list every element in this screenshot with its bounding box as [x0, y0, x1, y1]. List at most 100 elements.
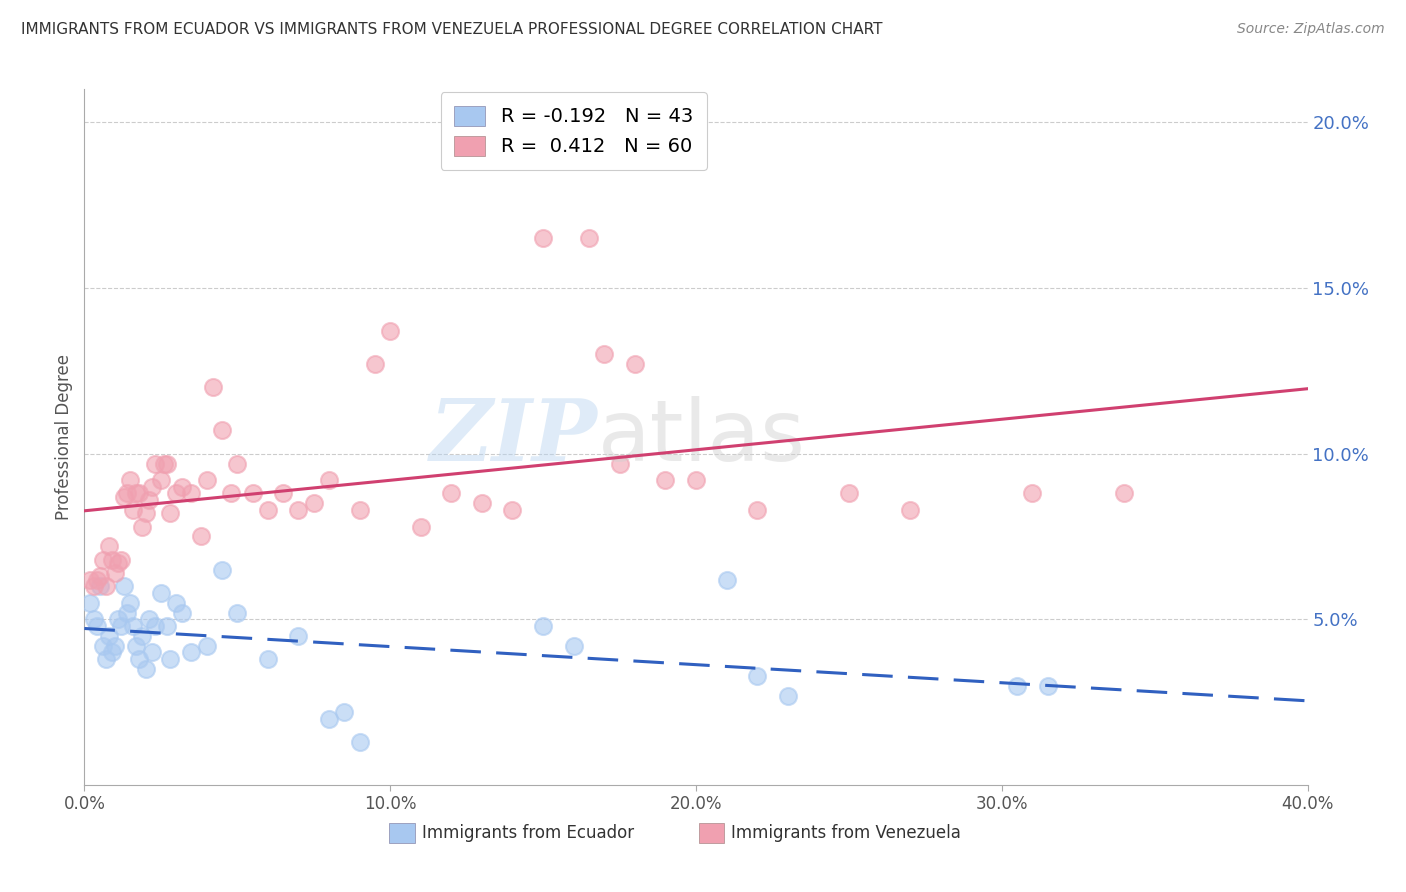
- Point: [89, 569, 111, 583]
- Point: [1036, 679, 1059, 693]
- Point: [131, 519, 153, 533]
- Point: [838, 486, 860, 500]
- Text: ZIP: ZIP: [430, 395, 598, 479]
- Point: [531, 231, 554, 245]
- Point: [409, 519, 432, 533]
- Point: [156, 619, 179, 633]
- Legend: R = -0.192   N = 43, R =  0.412   N = 60: R = -0.192 N = 43, R = 0.412 N = 60: [440, 92, 707, 170]
- Point: [107, 556, 129, 570]
- Text: Immigrants from Ecuador: Immigrants from Ecuador: [422, 824, 634, 842]
- Point: [287, 503, 309, 517]
- Point: [135, 662, 157, 676]
- Point: [97, 540, 120, 554]
- Text: Immigrants from Venezuela: Immigrants from Venezuela: [731, 824, 960, 842]
- Point: [165, 486, 187, 500]
- Point: [104, 639, 127, 653]
- Point: [776, 689, 799, 703]
- Point: [104, 566, 127, 580]
- Point: [562, 639, 585, 653]
- Point: [578, 231, 600, 245]
- Point: [135, 506, 157, 520]
- Point: [349, 503, 371, 517]
- Point: [125, 639, 148, 653]
- Point: [120, 596, 142, 610]
- Point: [180, 486, 202, 500]
- Point: [112, 490, 135, 504]
- Point: [91, 552, 114, 566]
- Point: [211, 563, 233, 577]
- Point: [115, 606, 138, 620]
- Point: [190, 529, 212, 543]
- Point: [226, 606, 249, 620]
- Point: [287, 629, 309, 643]
- Point: [226, 457, 249, 471]
- Point: [1021, 486, 1043, 500]
- Point: [138, 612, 160, 626]
- Point: [685, 473, 707, 487]
- Point: [302, 496, 325, 510]
- Point: [318, 712, 340, 726]
- Point: [898, 503, 921, 517]
- Point: [165, 596, 187, 610]
- Point: [128, 486, 150, 500]
- Point: [159, 506, 181, 520]
- Point: [153, 457, 176, 471]
- Point: [107, 612, 129, 626]
- Point: [624, 357, 647, 371]
- Point: [112, 579, 135, 593]
- Point: [471, 496, 494, 510]
- Point: [318, 473, 340, 487]
- Point: [94, 652, 117, 666]
- Point: [141, 645, 163, 659]
- Point: [122, 619, 145, 633]
- Point: [149, 473, 172, 487]
- Point: [172, 480, 194, 494]
- Point: [83, 579, 105, 593]
- Point: [122, 503, 145, 517]
- Point: [219, 486, 242, 500]
- Point: [242, 486, 264, 500]
- Point: [257, 503, 280, 517]
- Point: [97, 629, 120, 643]
- Point: [502, 503, 524, 517]
- Point: [172, 606, 194, 620]
- Point: [143, 457, 166, 471]
- Point: [101, 645, 124, 659]
- Point: [143, 619, 166, 633]
- Point: [747, 668, 769, 682]
- Point: [91, 639, 114, 653]
- Point: [180, 645, 202, 659]
- Point: [609, 457, 631, 471]
- Point: [89, 579, 111, 593]
- Point: [110, 552, 132, 566]
- Point: [94, 579, 117, 593]
- Point: [79, 573, 101, 587]
- Point: [257, 652, 280, 666]
- Point: [110, 619, 132, 633]
- Text: IMMIGRANTS FROM ECUADOR VS IMMIGRANTS FROM VENEZUELA PROFESSIONAL DEGREE CORRELA: IMMIGRANTS FROM ECUADOR VS IMMIGRANTS FR…: [21, 22, 883, 37]
- Point: [125, 486, 148, 500]
- Point: [211, 424, 233, 438]
- Text: Source: ZipAtlas.com: Source: ZipAtlas.com: [1237, 22, 1385, 37]
- Point: [131, 629, 153, 643]
- Point: [271, 486, 294, 500]
- Point: [349, 735, 371, 749]
- Point: [159, 652, 181, 666]
- Point: [115, 486, 138, 500]
- Point: [531, 619, 554, 633]
- Point: [380, 324, 402, 338]
- Point: [86, 619, 108, 633]
- Point: [1114, 486, 1136, 500]
- Y-axis label: Professional Degree: Professional Degree: [55, 354, 73, 520]
- Point: [440, 486, 463, 500]
- Point: [138, 493, 160, 508]
- Point: [156, 457, 179, 471]
- Text: atlas: atlas: [598, 395, 806, 479]
- Point: [716, 573, 738, 587]
- Point: [101, 552, 124, 566]
- Point: [593, 347, 616, 361]
- Point: [747, 503, 769, 517]
- Point: [201, 380, 224, 394]
- Point: [654, 473, 676, 487]
- Point: [1005, 679, 1028, 693]
